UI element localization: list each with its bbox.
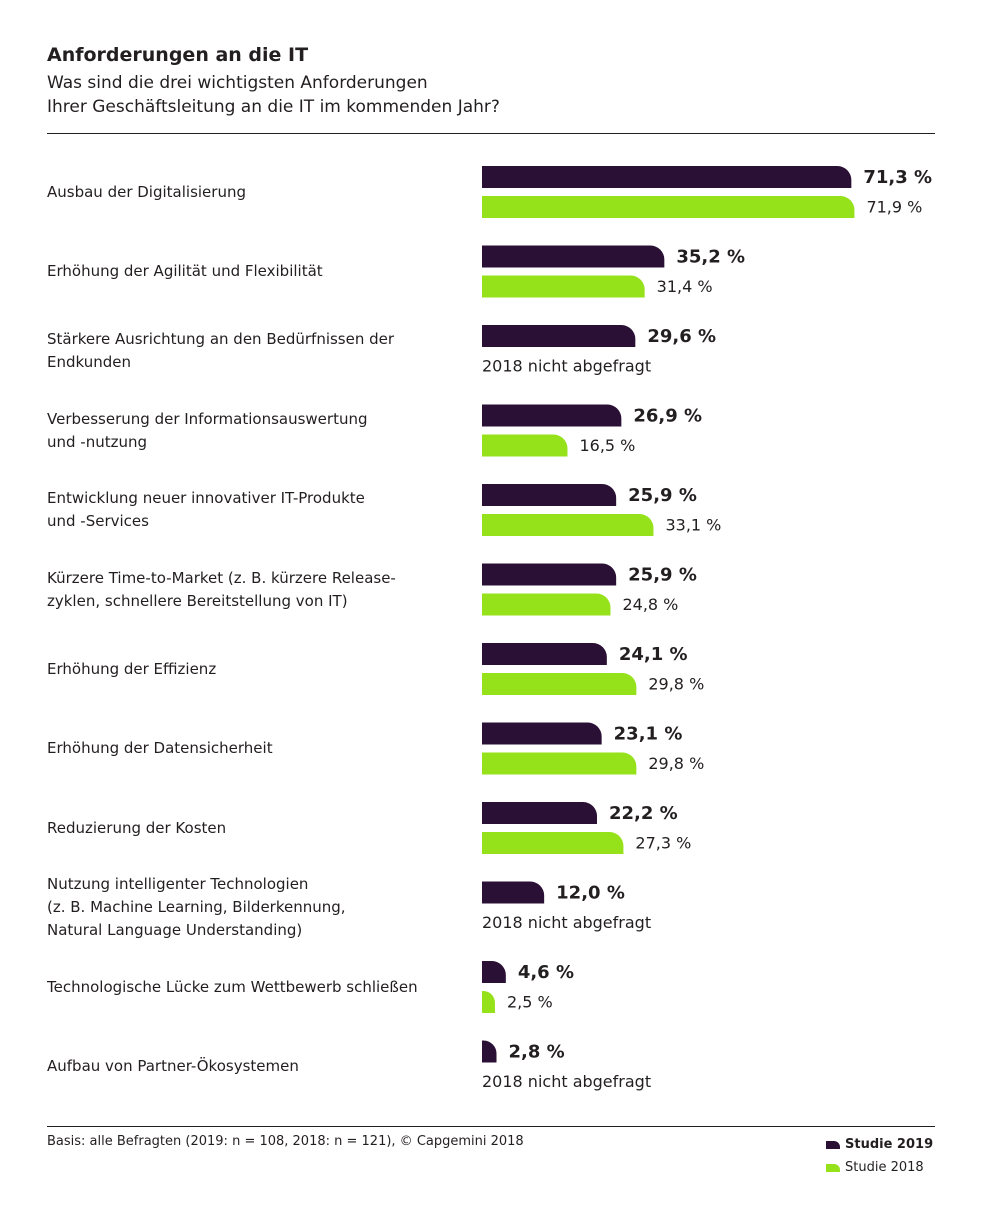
bar-2018 (482, 991, 495, 1013)
bar-2018 (482, 434, 568, 457)
bar-2019 (482, 643, 607, 665)
bar-2018 (482, 593, 611, 616)
value-label-2018: 24,8 % (622, 595, 678, 614)
category-label: Erhöhung der Effizienz (47, 659, 217, 678)
value-label-2018: 31,4 % (657, 277, 713, 296)
bar-2018 (482, 275, 645, 298)
value-label-2019: 29,6 % (647, 326, 716, 347)
value-label-2019: 12,0 % (556, 883, 625, 904)
legend-swatch-2018 (826, 1163, 840, 1172)
category-label: Ausbau der Digitalisierung (47, 182, 246, 201)
value-label-2018: 29,8 % (648, 675, 704, 694)
bar-chart: 71,3 % 71,9 % 35,2 % 31,4 % 29,6 % 2018 nicht… (482, 166, 932, 1091)
top-divider (47, 133, 935, 134)
value-label-2019: 24,1 % (619, 644, 688, 665)
source-footnote: Basis: alle Befragten (2019: n = 108, 20… (47, 1134, 524, 1149)
bar-2019 (482, 1040, 497, 1063)
category-label: Aufbau von Partner-Ökosystemen (47, 1057, 299, 1075)
legend-label-2019: Studie 2019 (845, 1137, 934, 1152)
bar-2018 (482, 752, 637, 775)
legend-label-2018: Studie 2018 (845, 1160, 924, 1175)
value-label-2019: 35,2 % (676, 247, 745, 268)
category-label: Kürzere Time-to-Market (z. B. kürzere Re… (47, 568, 396, 610)
bar-2019 (482, 245, 665, 268)
legend: Studie 2019 Studie 2018 (826, 1133, 933, 1179)
category-label: Stärkere Ausrichtung an den Bedürfnissen… (47, 330, 395, 371)
bar-2018 (482, 196, 855, 218)
not-asked-note: 2018 nicht abgefragt (482, 913, 651, 932)
legend-item-2018: Studie 2018 (826, 1156, 933, 1179)
category-label: Reduzierung der Kosten (47, 818, 227, 837)
bar-2019 (482, 881, 545, 904)
legend-item-2019: Studie 2019 (826, 1133, 933, 1156)
value-label-2018: 27,3 % (635, 834, 691, 853)
category-label: Erhöhung der Agilität und Flexibilität (47, 262, 323, 280)
category-label: Nutzung intelligenter Technologien (z. B… (47, 875, 346, 939)
chart-subtitle: Was sind die drei wichtigsten Anforderun… (47, 73, 500, 117)
legend-swatch-2019 (826, 1140, 840, 1149)
value-label-2018: 16,5 % (579, 436, 635, 455)
value-label-2019: 25,9 % (628, 565, 697, 586)
bar-2019 (482, 722, 602, 745)
bar-2018 (482, 514, 654, 536)
bottom-divider (47, 1126, 935, 1127)
bar-2019 (482, 563, 617, 586)
bar-2018 (482, 673, 637, 695)
bar-2019 (482, 484, 617, 506)
bar-2019 (482, 166, 852, 188)
not-asked-note: 2018 nicht abgefragt (482, 1072, 651, 1091)
bar-2019 (482, 961, 506, 983)
category-label: Technologische Lücke zum Wettbewerb schl… (47, 977, 418, 996)
value-label-2018: 71,9 % (866, 198, 922, 217)
bar-2019 (482, 325, 636, 347)
value-label-2018: 33,1 % (665, 516, 721, 535)
value-label-2019: 22,2 % (609, 803, 678, 824)
category-label: Erhöhung der Datensicherheit (47, 739, 273, 757)
value-label-2019: 2,8 % (509, 1042, 565, 1063)
not-asked-note: 2018 nicht abgefragt (482, 357, 651, 376)
chart-title: Anforderungen an die IT (47, 44, 309, 66)
value-label-2019: 71,3 % (863, 167, 932, 188)
category-label: Verbesserung der Informationsauswertung … (47, 409, 368, 451)
bar-2018 (482, 832, 624, 854)
value-label-2018: 2,5 % (507, 993, 553, 1012)
value-label-2019: 23,1 % (614, 724, 683, 745)
value-label-2019: 4,6 % (518, 962, 574, 983)
value-label-2019: 26,9 % (633, 406, 702, 427)
value-label-2019: 25,9 % (628, 485, 697, 506)
bar-2019 (482, 404, 622, 427)
value-label-2018: 29,8 % (648, 754, 704, 773)
bar-2019 (482, 802, 597, 824)
category-label: Entwicklung neuer innovativer IT-Produkt… (47, 489, 365, 530)
